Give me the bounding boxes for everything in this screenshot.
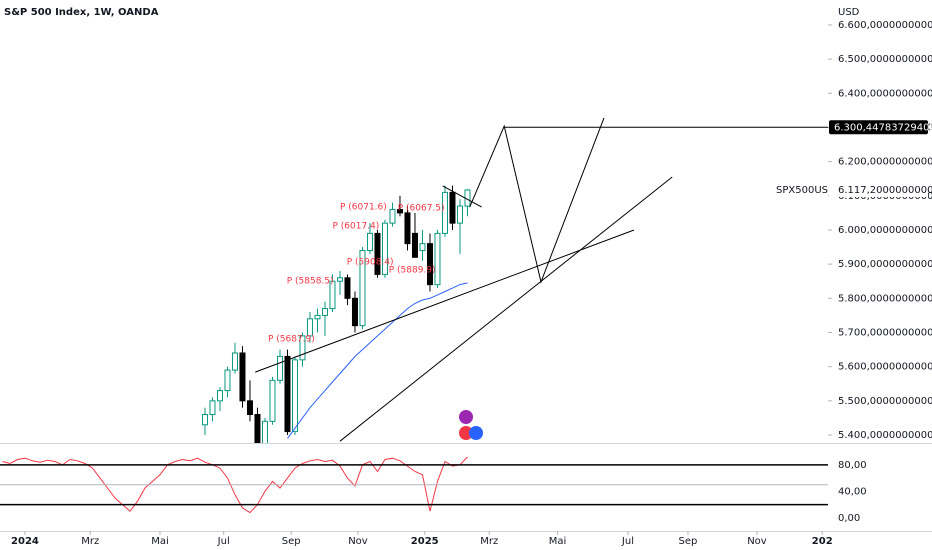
y-tick-label: 5.400,000000000000: [838, 430, 932, 441]
candle-body: [389, 208, 396, 224]
x-tick-label: Mai: [549, 536, 567, 547]
candle-body: [246, 400, 253, 416]
y-unit: USD: [838, 7, 860, 18]
candle-body: [201, 414, 208, 426]
annotation: P (5908.4): [347, 258, 394, 268]
candle-body: [269, 379, 276, 422]
trend-line: [469, 117, 605, 284]
candle-body: [261, 420, 268, 443]
candle-body: [441, 191, 448, 234]
y-tick-label: 6.000,000000000000: [838, 225, 932, 236]
candle-body: [396, 208, 403, 214]
price-label-bg: [829, 120, 928, 135]
x-tick-label: 2024: [11, 536, 39, 547]
candle-body: [291, 359, 298, 433]
annotation: P (5889.9): [389, 265, 436, 275]
rsi-line: [2, 456, 468, 514]
y-tick-label: 5.500,000000000000: [838, 396, 932, 407]
candle-body: [314, 314, 321, 320]
candle-body: [366, 232, 373, 251]
candle-body: [411, 232, 418, 258]
trend-line: [442, 185, 482, 208]
event-icons: [459, 410, 483, 440]
last-price-bg: [829, 182, 928, 197]
candle-body: [276, 355, 283, 381]
x-tick-label: Nov: [348, 536, 368, 547]
candle-body: [449, 191, 456, 224]
x-tick-label: 2025: [411, 536, 439, 547]
candle-body: [456, 205, 463, 224]
candle-body: [239, 352, 246, 402]
annotation: P (6071.6): [340, 203, 387, 213]
x-tick-label: Nov: [747, 536, 767, 547]
candle-body: [306, 318, 313, 337]
y-tick-label: 0,00: [838, 513, 860, 524]
x-tick-label: Jul: [621, 536, 634, 547]
x-tick-label: Sep: [282, 536, 301, 547]
candle-body: [209, 400, 216, 416]
chart-title: S&P 500 Index, 1W, OANDA: [4, 7, 159, 18]
moving-average: [287, 282, 468, 439]
last-price-label: 6.117,20000000000: [838, 185, 932, 196]
trend-line: [255, 229, 635, 373]
x-tick-label: 202: [812, 536, 833, 547]
candle-body: [419, 243, 426, 251]
symbol-label: SPX500USD: [776, 185, 836, 196]
y-tick-label: 5.600,000000000000: [838, 362, 932, 373]
candle-body: [284, 355, 291, 433]
x-tick-label: Sep: [679, 536, 698, 547]
candle-body: [216, 390, 223, 402]
y-tick-label: 5.700,000000000000: [838, 327, 932, 338]
candle-body: [224, 369, 231, 392]
y-tick-label: 6.500,000000000000: [838, 54, 932, 65]
x-tick-label: Mai: [151, 536, 169, 547]
candle-body: [426, 243, 433, 286]
x-tick-label: Mrz: [81, 536, 99, 547]
candle-body: [359, 249, 366, 327]
candle-body: [329, 280, 336, 310]
event-icon: [459, 410, 473, 424]
candle-body: [351, 297, 358, 327]
candle-body: [344, 277, 351, 299]
annotation: P (5858.5): [287, 276, 334, 286]
candle-body: [434, 232, 441, 286]
y-tick-label: 40,00: [838, 486, 867, 497]
y-tick-label: 6.200,000000000000: [838, 157, 932, 168]
y-tick-label: 5.800,000000000000: [838, 293, 932, 304]
y-tick-label: 6.400,000000000000: [838, 88, 932, 99]
annotation: P (5687.9): [268, 334, 315, 344]
candle-body: [381, 222, 388, 275]
candle-body: [404, 212, 411, 245]
annotation: P (6017.4): [332, 221, 379, 231]
y-tick-label: 5.900,000000000000: [838, 259, 932, 270]
price-pane: P (6071.6) P (6017.4) P (6067.5) P (5908.4)…: [201, 117, 828, 443]
candle-body: [254, 414, 261, 443]
x-tick-label: Jul: [217, 536, 230, 547]
event-icon: [459, 426, 473, 440]
annotation: P (6067.5): [398, 204, 445, 214]
trend-line: [339, 176, 673, 442]
rsi-pane: [2, 456, 468, 514]
candle-body: [374, 232, 381, 275]
candle-body: [321, 308, 328, 316]
price-label: 6.300,44783729402: [834, 122, 932, 133]
y-tick-label: 6.600,000000000000: [838, 20, 932, 31]
x-tick-label: Mrz: [480, 536, 498, 547]
event-icon: [469, 426, 483, 440]
candle-body: [231, 352, 238, 371]
candle-body: [299, 335, 306, 361]
y-tick-label: 80,00: [838, 460, 867, 471]
candle-body: [336, 277, 343, 282]
